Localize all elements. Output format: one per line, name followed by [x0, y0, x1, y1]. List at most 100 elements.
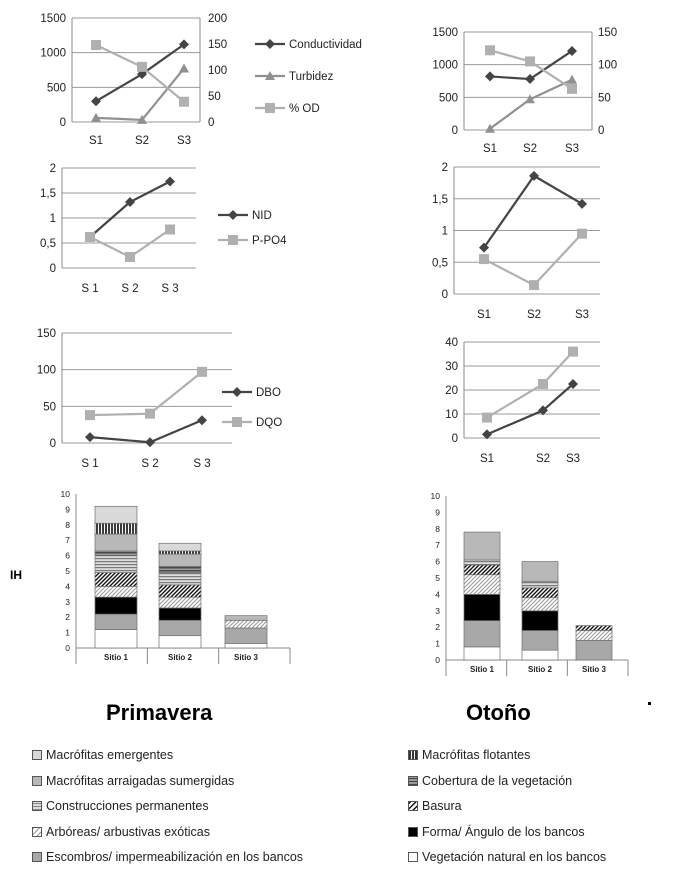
y-tick-label: 100 [37, 365, 56, 377]
data-point [179, 39, 189, 50]
data-point [137, 61, 147, 72]
data-point [479, 254, 489, 265]
y2-tick-label: 50 [598, 92, 611, 104]
bar-segment [94, 505, 138, 524]
bar-segment [158, 572, 202, 586]
legend-item: Escombros/ impermeabilización en los ban… [32, 850, 303, 864]
legend-label: NID [252, 210, 272, 222]
data-point [179, 63, 189, 73]
data-point [85, 232, 95, 242]
data-point [525, 94, 535, 104]
y-tick-label: 1,5 [40, 188, 56, 200]
legend-marker [265, 39, 275, 49]
bar-segment [158, 596, 202, 609]
bar-segment [158, 584, 202, 598]
y-tick-label: 4 [435, 589, 440, 599]
legend-swatch [408, 776, 418, 786]
legend-label: Conductividad [289, 39, 362, 51]
x-tick-label: Sitio 1 [104, 653, 129, 662]
bar-segment [463, 620, 501, 648]
data-point [567, 74, 577, 84]
y-tick-label: 2 [65, 612, 70, 622]
y-tick-label: 10 [431, 491, 441, 501]
y-tick-label: 1 [442, 226, 448, 238]
legend-marker [228, 235, 238, 245]
x-tick-label: S2 [523, 143, 537, 155]
bar-segment [224, 643, 268, 649]
y2-tick-label: 100 [598, 60, 617, 72]
x-tick-label: S1 [89, 135, 103, 147]
data-point [91, 40, 101, 51]
data-point [529, 170, 539, 181]
y-tick-label: 3 [65, 597, 70, 607]
bar-segment [158, 553, 202, 567]
x-tick-label: S 2 [141, 458, 158, 470]
y-tick-label: 7 [65, 535, 70, 545]
y-tick-label: 0,5 [40, 238, 56, 250]
legend-label: Macrófitas flotantes [422, 748, 531, 762]
data-point [165, 224, 175, 235]
y-tick-label: 0,5 [432, 257, 448, 269]
data-point [525, 56, 535, 67]
legend-label: Turbidez [289, 71, 334, 83]
legend-marker [232, 387, 242, 397]
y-tick-label: 0 [65, 643, 70, 653]
y2-tick-label: 150 [208, 39, 227, 51]
y-tick-label: 2 [50, 163, 56, 175]
x-tick-label: S 3 [161, 283, 178, 295]
data-point [568, 346, 578, 357]
bar-segment [224, 627, 268, 644]
bar-segment [94, 572, 138, 587]
y-tick-label: 0 [435, 655, 440, 665]
legend-label: Construcciones permanentes [46, 799, 209, 813]
y-tick-label: 1 [435, 639, 440, 649]
y-tick-label: 9 [435, 507, 440, 517]
y-tick-label: 0 [50, 438, 56, 450]
bar-segment [463, 574, 501, 595]
y-tick-label: 1,5 [432, 194, 448, 206]
y-tick-label: 1500 [40, 13, 66, 25]
data-point [85, 410, 95, 421]
legend-swatch [32, 750, 42, 760]
x-tick-label: S 2 [121, 283, 138, 295]
bar-segment [158, 542, 202, 552]
legend-label: Macrófitas arraigadas sumergidas [46, 774, 235, 788]
legend-item: Construcciones permanentes [32, 799, 209, 813]
legend-swatch [32, 776, 42, 786]
legend-label: DQO [256, 417, 282, 429]
data-point [482, 429, 492, 440]
y-tick-label: 500 [439, 92, 458, 104]
x-tick-label: S 1 [81, 458, 98, 470]
y-tick-label: 1 [65, 628, 70, 638]
y-tick-label: 8 [435, 524, 440, 534]
data-point [145, 437, 155, 448]
data-point [538, 379, 548, 389]
bar-segment [521, 630, 559, 651]
series-line [486, 350, 574, 419]
data-point [538, 405, 548, 416]
data-point [137, 114, 147, 124]
y-tick-label: 1500 [432, 27, 458, 39]
series-line [89, 180, 171, 238]
legend-swatch [32, 801, 42, 811]
stray-dot [648, 702, 651, 705]
bar-segment [158, 566, 202, 573]
y-tick-label: 1000 [40, 48, 66, 60]
data-point [577, 198, 587, 209]
y2-tick-label: 200 [208, 13, 227, 25]
bar-segment [575, 639, 613, 661]
x-tick-label: Sitio 3 [234, 653, 259, 662]
bar-segment [94, 555, 138, 573]
bar-segment [521, 561, 559, 582]
y-tick-label: 50 [43, 401, 56, 413]
bar-segment [521, 610, 559, 631]
series-line [89, 419, 203, 444]
y-tick-label: 5 [65, 566, 70, 576]
y-tick-label: 10 [445, 409, 458, 421]
data-point [485, 45, 495, 56]
data-point [179, 96, 189, 107]
y2-tick-label: 100 [208, 65, 227, 77]
x-tick-label: S2 [527, 309, 541, 321]
bar-segment [521, 580, 559, 589]
